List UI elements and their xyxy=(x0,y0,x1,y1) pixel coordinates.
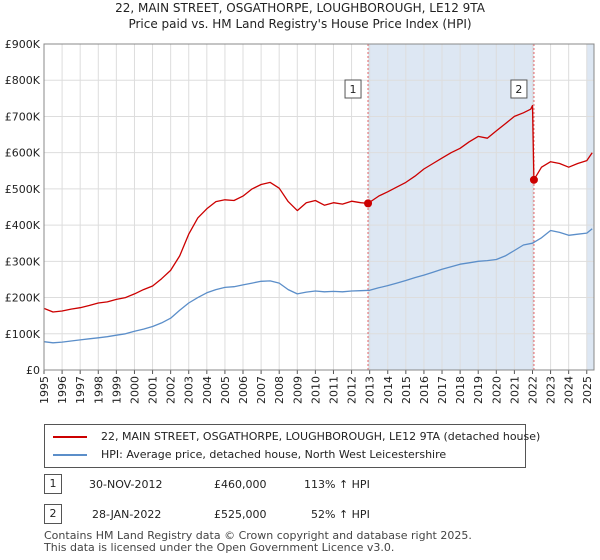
x-tick-label: 2024 xyxy=(563,376,576,404)
series-lines xyxy=(43,104,593,344)
x-tick-label: 2004 xyxy=(201,376,214,404)
x-tick-label: 2020 xyxy=(490,376,503,404)
chart-title-line-2: Price paid vs. HM Land Registry's House … xyxy=(128,17,472,31)
annotation-label: 2 xyxy=(515,83,522,96)
shaded-region xyxy=(368,44,534,370)
y-tick-label: £600K xyxy=(5,147,41,160)
footer: Contains HM Land Registry data © Crown c… xyxy=(44,530,472,554)
legend-swatch-property xyxy=(53,436,87,438)
hpi-line xyxy=(43,228,593,344)
chart-title-line-1: 22, MAIN STREET, OSGATHORPE, LOUGHBOROUG… xyxy=(115,1,485,15)
y-tick-label: £200K xyxy=(5,292,41,305)
x-tick-label: 2009 xyxy=(291,376,304,404)
x-tick-label: 2013 xyxy=(364,376,377,404)
legend-label-hpi: HPI: Average price, detached house, Nort… xyxy=(101,448,447,461)
x-tick-label: 2003 xyxy=(183,376,196,404)
sale-badge: 1 xyxy=(44,474,62,494)
x-tick-label: 2010 xyxy=(309,376,322,404)
y-tick-label: £900K xyxy=(5,38,41,51)
x-tick-label: 2005 xyxy=(219,376,232,404)
sale-price: £460,000 xyxy=(214,478,267,491)
sale-badge: 2 xyxy=(44,504,62,524)
annotation-box xyxy=(510,79,528,99)
x-tick-label: 2018 xyxy=(454,376,467,404)
y-tick-label: £0 xyxy=(26,364,40,377)
y-tick-label: £100K xyxy=(5,328,41,341)
x-tick-label: 2000 xyxy=(128,376,141,404)
y-tick-label: £700K xyxy=(5,110,41,123)
x-tick-label: 2001 xyxy=(147,376,160,404)
x-tick-label: 2012 xyxy=(346,376,359,404)
sale-price: £525,000 xyxy=(214,508,267,521)
x-tick-label: 2014 xyxy=(382,376,395,404)
annotation-label: 1 xyxy=(350,83,357,96)
x-tick-label: 2016 xyxy=(418,376,431,404)
x-tick-label: 1999 xyxy=(110,376,123,404)
x-tick-label: 1996 xyxy=(56,376,69,404)
x-tick-label: 2017 xyxy=(436,376,449,404)
x-tick-label: 2011 xyxy=(327,376,340,404)
shaded-region xyxy=(586,44,594,370)
x-tick-label: 2002 xyxy=(165,376,178,404)
x-tick-label: 2023 xyxy=(545,376,558,404)
sale-point xyxy=(364,199,373,208)
legend: 22, MAIN STREET, OSGATHORPE, LOUGHBOROUG… xyxy=(44,424,540,468)
legend-swatch-hpi xyxy=(53,454,87,456)
property-price-line xyxy=(43,104,593,313)
x-tick-label: 2008 xyxy=(273,376,286,404)
sale-points xyxy=(364,175,538,208)
footer-line-1: Contains HM Land Registry data © Crown c… xyxy=(44,529,472,542)
sale-date: 30-NOV-2012 xyxy=(89,478,163,491)
y-tick-label: £400K xyxy=(5,219,41,232)
sale-hpi-change: 52% ↑ HPI xyxy=(311,508,370,521)
sale-hpi-change: 113% ↑ HPI xyxy=(304,478,370,491)
x-tick-label: 2021 xyxy=(508,376,521,404)
x-tick-label: 2025 xyxy=(581,376,594,404)
y-axis-tick-labels: £0 £100K £200K £300K £400K £500K £600K £700K £80… xyxy=(5,38,41,377)
x-axis-tick-labels: 1995 1996 1997 1998 1999 2000 2001 2002 2003 2004… xyxy=(38,376,594,404)
plot-frame xyxy=(43,43,595,371)
footer-line-2: This data is licensed under the Open Gov… xyxy=(44,541,395,554)
x-tick-label: 1995 xyxy=(38,376,51,404)
y-tick-label: £300K xyxy=(5,255,41,268)
x-tick-label: 2015 xyxy=(400,376,413,404)
legend-label-property: 22, MAIN STREET, OSGATHORPE, LOUGHBOROUG… xyxy=(101,430,541,443)
sale-period-shading xyxy=(368,44,594,370)
annotation-box xyxy=(344,79,362,99)
x-tick-label: 1997 xyxy=(74,376,87,404)
x-tick-label: 2007 xyxy=(255,376,268,404)
sale-point xyxy=(529,175,538,184)
x-tick-label: 2022 xyxy=(526,376,539,404)
y-tick-label: £500K xyxy=(5,183,41,196)
x-tick-label: 2006 xyxy=(237,376,250,404)
x-tick-label: 2019 xyxy=(472,376,485,404)
sale-date: 28-JAN-2022 xyxy=(92,508,162,521)
x-tick-label: 1998 xyxy=(92,376,105,404)
y-tick-label: £800K xyxy=(5,74,41,87)
